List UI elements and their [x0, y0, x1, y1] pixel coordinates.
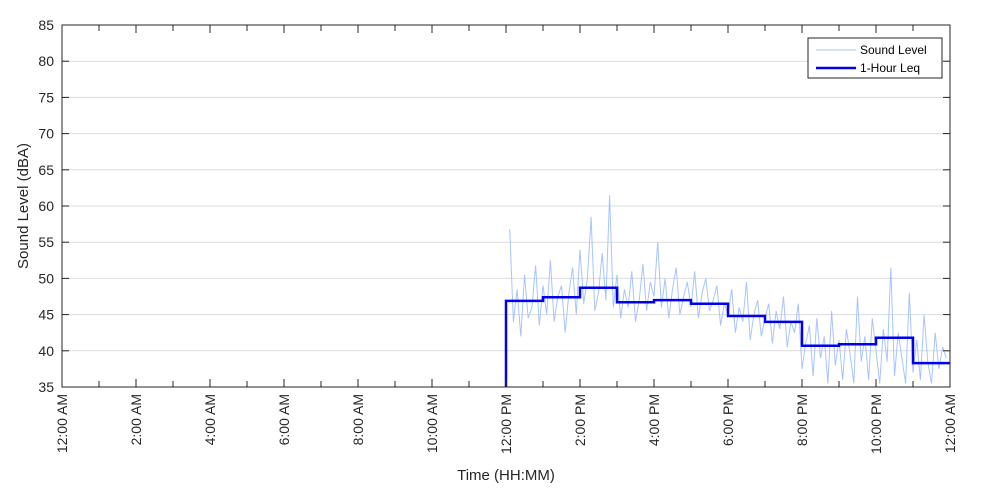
x-tick-label: 8:00 PM: [794, 394, 810, 446]
y-axis: 35 40 45 50 55 60 65 70 75 80 85: [38, 17, 950, 395]
x-tick-label: 2:00 PM: [572, 394, 588, 446]
x-tick-label: 4:00 AM: [202, 394, 218, 445]
x-axis: 12:00 AM 2:00 AM 4:00 AM 6:00 AM 8:00 AM 10:0…: [54, 25, 958, 454]
x-tick-label: 2:00 AM: [128, 394, 144, 445]
plot-area: [504, 195, 950, 387]
y-tick-label: 35: [38, 379, 54, 395]
y-tick-label: 80: [38, 53, 54, 69]
x-tick-label: 6:00 AM: [276, 394, 292, 445]
x-tick-label: 6:00 PM: [720, 394, 736, 446]
x-tick-label: 12:00 AM: [54, 394, 70, 453]
legend-label-sound-level: Sound Level: [860, 43, 927, 57]
y-tick-label: 75: [38, 89, 54, 105]
x-tick-label: 8:00 AM: [350, 394, 366, 445]
y-tick-label: 45: [38, 307, 54, 323]
legend: Sound Level 1-Hour Leq: [807, 37, 943, 79]
y-tick-label: 65: [38, 162, 54, 178]
x-tick-label: 10:00 AM: [424, 394, 440, 453]
y-tick-label: 85: [38, 17, 54, 33]
y-tick-label: 55: [38, 234, 54, 250]
y-tick-label: 50: [38, 270, 54, 286]
x-tick-label: 10:00 PM: [868, 394, 884, 454]
series-layer: [504, 195, 950, 387]
x-tick-label: 12:00 AM: [942, 394, 958, 453]
y-axis-title: Sound Level (dBA): [15, 143, 32, 269]
y-tick-label: 40: [38, 343, 54, 359]
series-1-hour-leq-line: [504, 286, 950, 387]
legend-label-1-hour-leq: 1-Hour Leq: [860, 61, 920, 75]
legend-box: [807, 37, 943, 79]
x-tick-label: 12:00 PM: [498, 394, 514, 454]
y-tick-label: 60: [38, 198, 54, 214]
x-tick-label: 4:00 PM: [646, 394, 662, 446]
y-tick-label: 70: [38, 126, 54, 142]
x-axis-title: Time (HH:MM): [457, 467, 555, 484]
